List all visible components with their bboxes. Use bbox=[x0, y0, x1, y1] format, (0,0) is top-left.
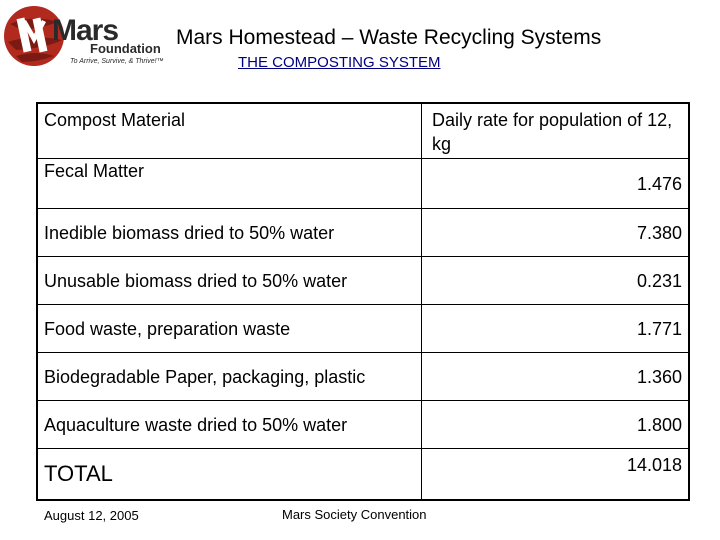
table-total-row: TOTAL 14.018 bbox=[37, 448, 689, 500]
rate-cell: 0.231 bbox=[421, 256, 689, 305]
rate-cell: 1.476 bbox=[421, 158, 689, 209]
table-row: Aquaculture waste dried to 50% water 1.8… bbox=[37, 400, 689, 449]
material-cell: Biodegradable Paper, packaging, plastic bbox=[37, 352, 422, 401]
logo-tagline: To Arrive, Survive, & Thrive!™ bbox=[70, 58, 164, 65]
material-cell: Aquaculture waste dried to 50% water bbox=[37, 400, 422, 449]
table-row: Food waste, preparation waste 1.771 bbox=[37, 304, 689, 353]
rate-cell: 1.771 bbox=[421, 304, 689, 353]
column-header-rate: Daily rate for population of 12, kg bbox=[421, 103, 689, 159]
total-label: TOTAL bbox=[44, 461, 113, 486]
table-row: Inedible biomass dried to 50% water 7.38… bbox=[37, 208, 689, 257]
page-subtitle: THE COMPOSTING SYSTEM bbox=[238, 54, 441, 71]
table-row: Biodegradable Paper, packaging, plastic … bbox=[37, 352, 689, 401]
material-cell: Inedible biomass dried to 50% water bbox=[37, 208, 422, 257]
logo-wordmark: Mars bbox=[52, 14, 119, 47]
planet-logo-icon bbox=[4, 6, 64, 66]
material-cell: Unusable biomass dried to 50% water bbox=[37, 256, 422, 305]
material-cell: Fecal Matter bbox=[37, 158, 422, 209]
material-cell: Food waste, preparation waste bbox=[37, 304, 422, 353]
page-title: Mars Homestead – Waste Recycling Systems bbox=[176, 26, 602, 49]
compost-table: Compost Material Daily rate for populati… bbox=[36, 102, 690, 501]
rate-cell: 1.360 bbox=[421, 352, 689, 401]
mars-foundation-logo: Mars Foundation To Arrive, Survive, & Th… bbox=[2, 4, 170, 68]
table-header-row: Compost Material Daily rate for populati… bbox=[37, 103, 689, 159]
rate-cell: 7.380 bbox=[421, 208, 689, 257]
table-row: Fecal Matter 1.476 bbox=[37, 158, 689, 209]
logo-subtitle: Foundation bbox=[90, 41, 161, 56]
total-rate: 14.018 bbox=[421, 448, 689, 500]
footer-event: Mars Society Convention bbox=[282, 507, 427, 522]
table-row: Unusable biomass dried to 50% water 0.23… bbox=[37, 256, 689, 305]
footer-date: August 12, 2005 bbox=[44, 508, 139, 523]
column-header-material: Compost Material bbox=[37, 103, 422, 159]
rate-cell: 1.800 bbox=[421, 400, 689, 449]
